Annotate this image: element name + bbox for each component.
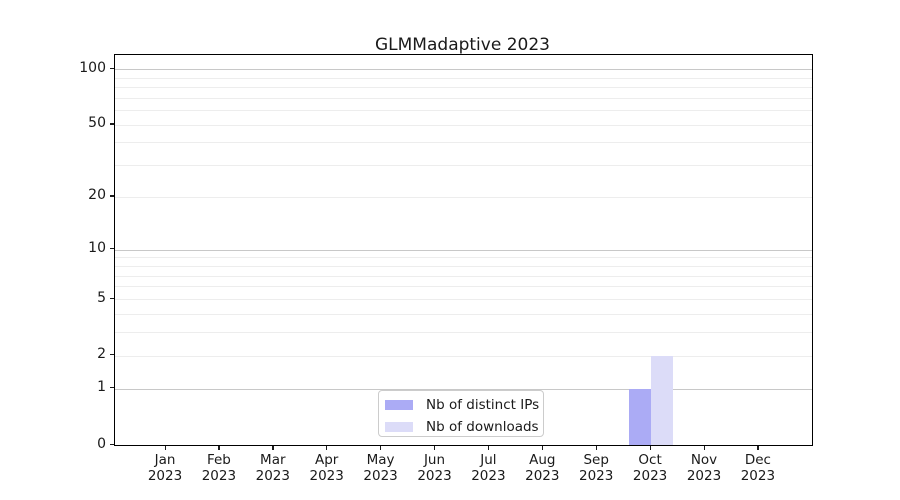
gridline-minor (115, 275, 812, 277)
gridline-minor (115, 286, 812, 288)
gridline-minor (115, 97, 812, 99)
x-tick-label: Nov 2023 (676, 452, 732, 484)
x-tick-label: Aug 2023 (514, 452, 570, 484)
y-tick-label: 0 (97, 435, 106, 452)
x-tick-label-year: 2023 (525, 467, 560, 484)
y-tick-mark (109, 67, 114, 69)
x-tick-label: Oct 2023 (622, 452, 678, 484)
x-tick-mark (218, 445, 220, 450)
y-tick-label: 50 (88, 115, 106, 132)
x-tick-mark (164, 445, 166, 450)
y-tick-mark (109, 354, 114, 356)
y-tick-label: 100 (79, 59, 106, 76)
x-tick-label: Feb 2023 (191, 452, 247, 484)
chart-title: GLMMadaptive 2023 (375, 35, 550, 55)
x-tick-label: Jul 2023 (460, 452, 516, 484)
x-tick-label-year: 2023 (471, 467, 506, 484)
gridline-major (115, 69, 812, 71)
gridline-minor (115, 355, 812, 357)
gridline-minor (115, 87, 812, 89)
x-tick-mark (541, 445, 544, 450)
x-tick-label-month: May (366, 452, 395, 468)
gridline-minor (115, 142, 812, 144)
x-tick-label: Mar 2023 (245, 452, 301, 484)
y-tick-label: 10 (88, 240, 106, 257)
x-tick-mark (757, 445, 759, 450)
x-tick-label-year: 2023 (686, 467, 722, 484)
legend-label-downloads: Nb of downloads (426, 419, 539, 435)
x-tick-label-month: Dec (744, 452, 771, 468)
x-tick-label-year: 2023 (417, 467, 452, 484)
gridline-major (115, 388, 812, 390)
x-tick-mark (434, 445, 436, 450)
y-tick-mark (109, 248, 114, 250)
gridline-minor (115, 257, 812, 259)
x-tick-mark (326, 445, 328, 450)
x-tick-label-month: Jan (154, 452, 176, 468)
y-tick-label: 2 (97, 346, 106, 362)
x-tick-label: May 2023 (353, 452, 409, 484)
x-tick-label-month: Oct (638, 452, 662, 468)
gridline-major (115, 249, 812, 251)
y-tick-label: 20 (88, 187, 106, 204)
y-tick-mark (109, 195, 114, 197)
x-tick-label: Dec 2023 (730, 452, 786, 484)
y-tick-label: 1 (97, 379, 106, 396)
x-tick-label-year: 2023 (309, 467, 344, 484)
legend-swatch-downloads (385, 422, 413, 432)
x-tick-label-year: 2023 (255, 467, 290, 484)
x-tick-label-year: 2023 (632, 467, 668, 484)
x-tick-label-year: 2023 (201, 467, 237, 484)
x-tick-label: Jan 2023 (137, 452, 193, 484)
x-tick-label: Jun 2023 (407, 452, 463, 484)
gridline-minor (115, 266, 812, 267)
x-tick-mark (272, 445, 274, 450)
gridline-minor (115, 110, 812, 112)
x-tick-label-year: 2023 (740, 467, 776, 484)
legend-label-distinct-ips: Nb of distinct IPs (426, 397, 540, 413)
x-tick-mark (487, 445, 490, 450)
legend-row-downloads: Nb of downloads (379, 418, 543, 436)
legend-row-distinct-ips: Nb of distinct IPs (379, 396, 543, 414)
gridline-minor (115, 165, 812, 167)
x-tick-label-month: Feb (206, 452, 231, 468)
legend: Nb of distinct IPs Nb of downloads (378, 390, 544, 437)
x-tick-label: Apr 2023 (299, 452, 355, 484)
x-tick-label-year: 2023 (147, 467, 183, 484)
y-tick-mark (109, 297, 114, 299)
x-tick-mark (595, 445, 597, 450)
x-tick-label-month: Aug (529, 452, 556, 468)
gridline-minor (115, 332, 812, 334)
gridline-minor (115, 299, 812, 301)
x-tick-label-month: Apr (315, 452, 339, 468)
x-tick-label-month: Mar (260, 452, 286, 468)
bar-downloads (651, 355, 674, 445)
y-tick-mark (109, 443, 114, 445)
y-tick-mark (109, 123, 114, 125)
x-tick-mark (703, 445, 705, 450)
bar-distinct-ips (629, 388, 652, 445)
x-tick-label-month: Jul (480, 452, 497, 468)
x-tick-mark (649, 445, 651, 450)
y-tick-mark (109, 387, 114, 389)
gridline-minor (115, 124, 812, 126)
x-tick-label: Sep 2023 (568, 452, 624, 484)
gridline-minor (115, 196, 812, 198)
y-tick-label: 5 (97, 289, 106, 306)
x-tick-label-month: Jun (423, 452, 446, 468)
x-tick-label-year: 2023 (363, 467, 398, 484)
x-tick-mark (380, 445, 382, 450)
gridline-minor (115, 313, 812, 315)
plot-area (114, 54, 813, 446)
x-tick-label-month: Nov (690, 452, 718, 468)
x-tick-label-year: 2023 (579, 467, 614, 484)
gridline-minor (115, 77, 812, 79)
legend-swatch-distinct-ips (385, 400, 413, 410)
x-tick-label-month: Sep (583, 452, 609, 468)
